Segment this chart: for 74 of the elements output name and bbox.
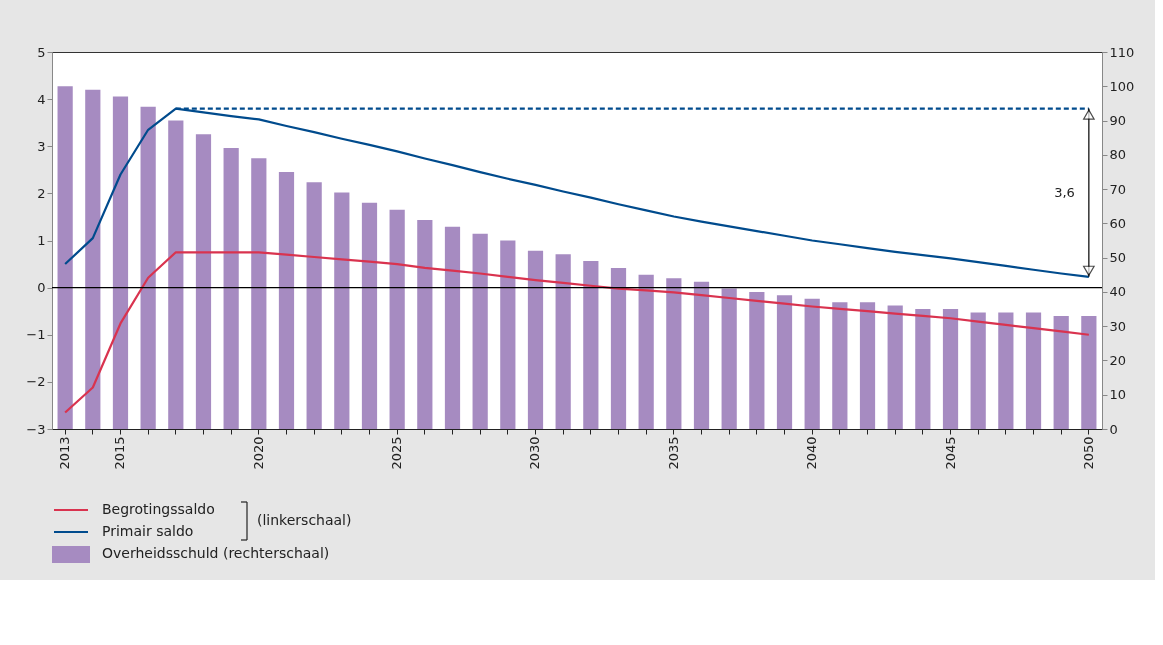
y2-tick-label: 0 xyxy=(1109,421,1118,437)
bar xyxy=(1025,312,1042,429)
y2-tick-label: 20 xyxy=(1109,352,1127,368)
y-tick-label: −3 xyxy=(26,421,46,437)
bar xyxy=(749,291,765,429)
bar xyxy=(527,250,544,429)
y2-tick-label: 10 xyxy=(1109,387,1127,403)
bar xyxy=(970,312,986,429)
x-tick-label: 2020 xyxy=(250,436,266,470)
bar xyxy=(417,219,433,429)
y2-tick-label: 90 xyxy=(1109,113,1127,129)
y2-tick-label: 100 xyxy=(1109,78,1135,94)
x-tick-label: 2040 xyxy=(804,436,820,470)
bar xyxy=(610,267,627,429)
x-tick-label: 2015 xyxy=(112,436,128,470)
y-tick-label: 3 xyxy=(37,138,46,154)
y-tick-label: 1 xyxy=(37,233,46,248)
bar xyxy=(389,209,405,429)
y-tick-label: 0 xyxy=(37,280,46,296)
legend-label: Begrotingssaldo xyxy=(102,501,215,517)
y-tick-label: −1 xyxy=(26,327,46,343)
bar xyxy=(1053,315,1069,429)
text: (linkerschaal) xyxy=(257,512,352,528)
bar xyxy=(998,312,1014,429)
bar xyxy=(638,274,654,429)
y2-tick-label: 110 xyxy=(1109,44,1135,60)
line-series xyxy=(64,251,1090,414)
bar xyxy=(887,305,903,429)
bar xyxy=(223,147,239,429)
bar xyxy=(832,302,848,429)
y-tick-label: 2 xyxy=(37,185,46,201)
x-tick-label: 2013 xyxy=(57,436,73,470)
bar xyxy=(721,288,737,429)
legend-label: Overheidsschuld (rechterschaal) xyxy=(102,545,330,561)
y2-tick-label: 50 xyxy=(1109,250,1127,266)
bar xyxy=(195,134,212,429)
x-tick-label: 2050 xyxy=(1080,436,1096,470)
bar xyxy=(361,202,378,429)
annotation: 3,6 xyxy=(1054,184,1075,200)
bar xyxy=(500,240,516,429)
bar xyxy=(804,298,820,429)
x-tick-label: 2030 xyxy=(527,436,543,470)
bar xyxy=(57,86,73,429)
y2-tick-label: 40 xyxy=(1109,284,1127,300)
bar xyxy=(278,171,295,429)
y-tick-label: −2 xyxy=(26,374,46,390)
x-tick-label: 2035 xyxy=(665,436,681,470)
bar xyxy=(915,309,931,429)
bar xyxy=(666,278,682,429)
bar xyxy=(168,120,184,429)
legend-label: Primair saldo xyxy=(102,523,194,539)
x-tick-label: 2025 xyxy=(389,436,405,470)
bar xyxy=(1081,315,1097,429)
bar xyxy=(444,226,461,429)
x-tick-label: 2045 xyxy=(942,436,958,470)
bar xyxy=(472,233,488,429)
y-tick-label: 5 xyxy=(37,44,46,60)
bar xyxy=(776,295,793,429)
bar xyxy=(859,302,876,429)
bar xyxy=(140,106,156,429)
bar xyxy=(555,254,571,429)
y-tick-label: 4 xyxy=(37,91,46,107)
bar xyxy=(583,261,599,429)
bar xyxy=(306,182,322,429)
bar xyxy=(693,281,710,429)
y2-tick-label: 30 xyxy=(1109,318,1127,334)
y2-tick-label: 70 xyxy=(1109,181,1127,197)
bar xyxy=(112,96,129,429)
bar xyxy=(85,89,101,429)
y2-tick-label: 60 xyxy=(1109,215,1127,231)
bar xyxy=(251,158,267,429)
bar xyxy=(942,309,959,429)
y2-tick-label: 80 xyxy=(1109,147,1127,163)
bar xyxy=(334,192,350,429)
